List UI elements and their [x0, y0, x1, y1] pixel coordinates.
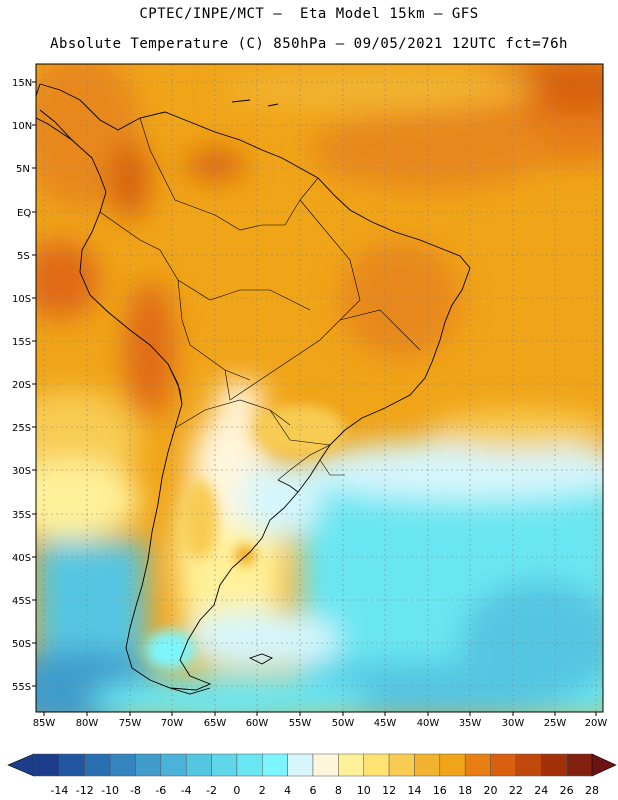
lat-label-15n: 15N — [12, 78, 32, 89]
colorbar-swatch-21 — [566, 753, 593, 777]
colorbar-label-3: -8 — [130, 784, 141, 797]
lat-label-50s: 50S — [12, 639, 31, 650]
colorbar-swatch-1 — [59, 753, 85, 777]
temperature-field: 15N 10N 5N EQ 5S 10S 15S 20S 25S 30S 35S… — [36, 64, 603, 712]
colorbar: -14 -12 -10 -8 -6 -4 -2 0 2 4 6 8 10 12 14 16 18 20 22 24 26… — [7, 753, 617, 797]
lat-label-eq: EQ — [17, 208, 31, 219]
colorbar-swatch-10 — [287, 753, 314, 777]
colorbar-swatch-14 — [388, 753, 415, 777]
colorbar-label-8: 2 — [259, 784, 266, 797]
colorbar-label-5: -4 — [181, 784, 192, 797]
colorbar-label-4: -6 — [155, 784, 166, 797]
colorbar-swatch-2 — [84, 753, 111, 777]
colorbar-label-10: 6 — [310, 784, 317, 797]
lon-label-35w: 35W — [459, 718, 482, 729]
colorbar-label-6: -2 — [206, 784, 217, 797]
lon-label-60w: 60W — [246, 718, 269, 729]
lon-label-85w: 85W — [33, 718, 56, 729]
colorbar-swatch-8 — [236, 753, 263, 777]
colorbar-swatch-20 — [541, 753, 567, 777]
lat-label-35s: 35S — [12, 510, 31, 521]
chart-title: CPTEC/INPE/MCT – Eta Model 15km – GFS — [139, 6, 479, 22]
colorbar-arrow-high — [591, 753, 617, 777]
lat-label-10s: 10S — [12, 294, 31, 305]
colorbar-label-20: 26 — [560, 784, 574, 797]
colorbar-swatch-16 — [439, 753, 466, 777]
lon-label-65w: 65W — [204, 718, 227, 729]
lon-tickmarks — [43, 712, 597, 716]
lon-label-70w: 70W — [161, 718, 184, 729]
colorbar-label-19: 24 — [534, 784, 548, 797]
country-borders — [99, 117, 421, 481]
lat-label-25s: 25S — [12, 423, 31, 434]
lon-label-75w: 75W — [119, 718, 142, 729]
lon-label-30w: 30W — [502, 718, 525, 729]
lon-label-45w: 45W — [374, 718, 397, 729]
colorbar-label-16: 18 — [458, 784, 472, 797]
lat-label-15s: 15S — [12, 337, 31, 348]
colorbar-label-0: -14 — [50, 784, 68, 797]
lat-label-45s: 45S — [12, 596, 31, 607]
colorbar-swatch-5 — [160, 753, 187, 777]
colorbar-label-14: 14 — [407, 784, 421, 797]
colorbar-label-17: 20 — [484, 784, 498, 797]
lon-label-80w: 80W — [76, 718, 99, 729]
lat-label-40s: 40S — [12, 553, 31, 564]
colorbar-swatch-18 — [490, 753, 517, 777]
lat-label-5n: 5N — [16, 164, 30, 175]
colorbar-arrow-low — [7, 753, 35, 777]
colorbar-swatch-7 — [211, 753, 238, 777]
colorbar-swatch-9 — [262, 753, 288, 777]
colorbar-swatch-4 — [135, 753, 162, 777]
colorbar-swatch-3 — [109, 753, 136, 777]
colorbar-swatch-0 — [33, 753, 60, 777]
chart-subtitle: Absolute Temperature (C) 850hPa – 09/05/… — [50, 36, 568, 52]
colorbar-swatch-17 — [464, 753, 491, 777]
colorbar-label-15: 16 — [433, 784, 447, 797]
lon-label-25w: 25W — [544, 718, 567, 729]
lat-tickmarks — [32, 81, 36, 687]
colorbar-label-18: 22 — [509, 784, 523, 797]
lon-label-50w: 50W — [332, 718, 355, 729]
colorbar-swatch-6 — [185, 753, 212, 777]
graticule — [36, 64, 603, 712]
colorbar-label-12: 10 — [357, 784, 371, 797]
colorbar-label-13: 12 — [382, 784, 396, 797]
colorbar-label-9: 4 — [284, 784, 291, 797]
lat-label-20s: 20S — [12, 380, 31, 391]
colorbar-label-1: -12 — [76, 784, 94, 797]
lon-label-20w: 20W — [585, 718, 608, 729]
colorbar-swatch-13 — [363, 753, 390, 777]
lon-label-55w: 55W — [289, 718, 312, 729]
colorbar-label-11: 8 — [335, 784, 342, 797]
colorbar-label-21: 28 — [585, 784, 599, 797]
colorbar-swatch-19 — [515, 753, 542, 777]
lon-label-40w: 40W — [417, 718, 440, 729]
colorbar-swatch-12 — [338, 753, 364, 777]
colorbar-swatch-11 — [312, 753, 339, 777]
longitude-axis: 85W 80W 75W 70W 65W 60W 55W 50W 45W 40W … — [33, 718, 608, 729]
colorbar-label-2: -10 — [101, 784, 119, 797]
lat-label-10n: 10N — [12, 121, 32, 132]
colorbar-label-7: 0 — [233, 784, 240, 797]
map-frame — [35, 63, 604, 713]
lat-label-5s: 5S — [17, 251, 30, 262]
lat-label-55s: 55S — [12, 682, 31, 693]
lat-label-30s: 30S — [12, 466, 31, 477]
latitude-axis: 15N 10N 5N EQ 5S 10S 15S 20S 25S 30S 35S… — [12, 78, 32, 693]
colorbar-swatch-15 — [414, 753, 441, 777]
